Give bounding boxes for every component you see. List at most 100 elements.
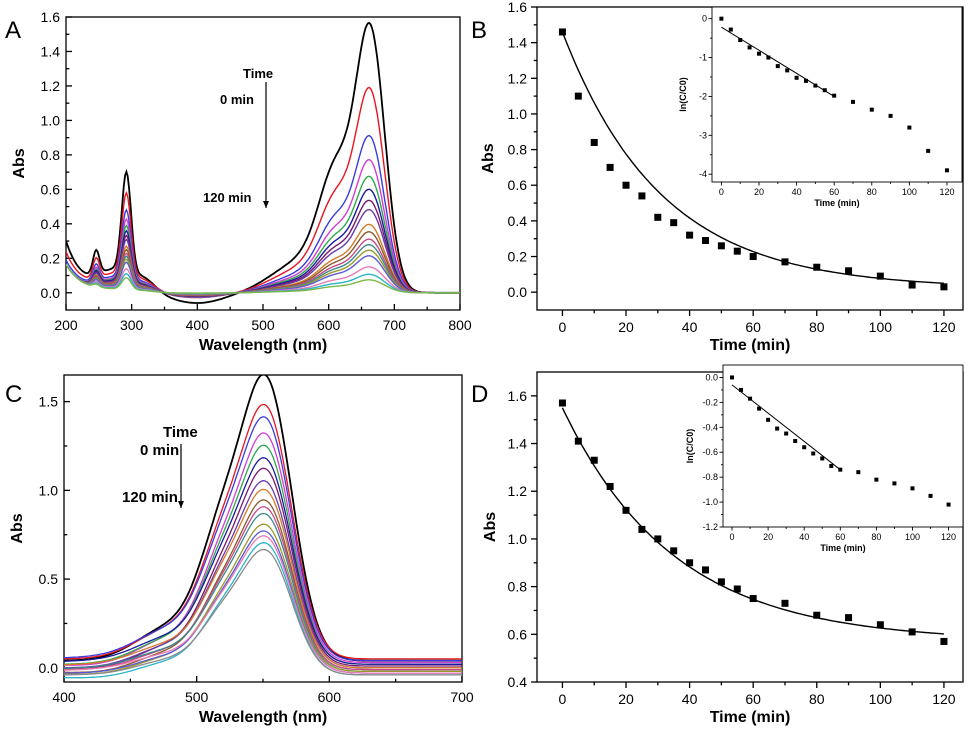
panel-d-point-13 (781, 599, 789, 607)
panel-d-x-tick-label-6: 120 (932, 691, 956, 707)
panel-a-x-tick-label-2: 400 (186, 317, 210, 333)
panel-d-point-6 (654, 535, 662, 543)
panel-b-inset-point-2 (738, 38, 743, 43)
panel-d-inset-x-tick-label-2: 40 (799, 532, 809, 542)
panel-d-inset-x-tick-label-3: 60 (835, 532, 845, 542)
panel-c-annotation-end: 120 min (122, 489, 178, 506)
panel-d-point-11 (733, 585, 741, 593)
panel-d-point-17 (908, 628, 916, 636)
panel-b-point-3 (606, 163, 614, 171)
panel-c-series-8 (64, 488, 462, 669)
panel-b-inset-point-7 (785, 68, 790, 73)
panel-d-inset-y-tick-label-2: -0.4 (702, 422, 718, 432)
panel-b-y-tick-label-5: 1.0 (508, 106, 528, 122)
panel-d-x-tick-label-2: 40 (682, 691, 698, 707)
panel-b-point-18 (940, 283, 948, 291)
panel-d: D 0 20 40 60 80 100 120 0.4 0.6 0.8 1.0 1.2 1.4 1.6 Tim… (471, 364, 964, 726)
panel-b-point-15 (845, 267, 853, 275)
panel-b-inset-point-18 (944, 168, 949, 173)
panel-d-inset-bg (723, 365, 963, 527)
panel-c-series-1 (64, 403, 462, 660)
panel-b-point-7 (670, 219, 678, 227)
panel-d-inset-point-15 (892, 481, 897, 486)
panel-d-y-axis-label: Abs (482, 512, 499, 542)
panel-b-point-8 (686, 231, 694, 239)
panel-b-point-17 (908, 281, 916, 289)
panel-c-series-12 (64, 523, 462, 675)
panel-d-inset-y-tick-label-4: -0.8 (702, 472, 718, 482)
panel-b: B 0 20 40 60 80 100 120 0.0 0.2 0.4 0.6 0.8 1.0 1.2 1.4… (471, 0, 964, 354)
panel-d-point-8 (686, 559, 694, 567)
panel-b-inset-point-15 (888, 113, 893, 118)
panel-b-inset-point-14 (869, 107, 874, 112)
panel-a-x-tick-label-1: 300 (120, 317, 144, 333)
panel-b-inset-x-axis-label: Time (min) (814, 198, 859, 208)
panel-b-inset-point-6 (775, 64, 780, 69)
panel-d-point-10 (717, 578, 725, 586)
panel-b-y-tick-label-3: 0.6 (508, 177, 528, 193)
panel-d-inset-point-17 (928, 493, 933, 498)
panel-d-inset-y-tick-label-1: -0.2 (702, 397, 718, 407)
panel-a-annotation-start: 0 min (220, 92, 254, 107)
panel-c-x-tick-label-0: 400 (52, 689, 76, 705)
panel-d-inset-y-axis-label: ln(C/C0) (685, 429, 695, 464)
panel-b-point-4 (622, 181, 630, 189)
panel-d-point-2 (590, 456, 598, 464)
panel-b-y-tick-label-0: 0.0 (508, 284, 528, 300)
panel-d-point-7 (670, 547, 678, 555)
panel-d-inset-frame (722, 364, 964, 528)
panel-b-inset-point-5 (766, 55, 771, 60)
panel-a-annotation-end: 120 min (203, 190, 251, 205)
panel-c: C 400 500 600 700 0.0 0.5 1.0 1.5 Wavelength (nm)… (5, 374, 474, 726)
panel-d-x-axis-label: Time (min) (710, 709, 791, 726)
panel-d-x-tick-label-5: 100 (869, 691, 893, 707)
panel-b-inset-y-tick-label-2: -2 (699, 91, 707, 101)
panel-d-inset-point-10 (820, 456, 825, 461)
panel-c-annotation-start: 0 min (140, 442, 179, 459)
panel-b-point-2 (590, 138, 598, 146)
panel-d-inset-x-tick-label-6: 120 (941, 532, 956, 542)
panel-a-series-0 (66, 22, 460, 304)
panel-d-x-tick-label-3: 60 (745, 691, 761, 707)
panel-b-inset-y-tick-label-0: 0 (702, 14, 707, 24)
panel-b-point-13 (781, 258, 789, 266)
panel-b-point-14 (813, 263, 821, 271)
panel-a-y-tick-label-1: 0.2 (41, 250, 61, 266)
panel-b-point-10 (717, 242, 725, 250)
panel-b-x-tick-label-3: 60 (745, 319, 761, 335)
panel-b-point-9 (701, 236, 709, 244)
panel-d-inset-point-7 (793, 439, 798, 444)
panel-b-inset-x-tick-label-3: 60 (829, 187, 839, 197)
panel-b-x-tick-label-4: 80 (809, 319, 825, 335)
panel-d-inset: 0 20 40 60 80 100 120 0.0 -0.2 -0.4 -0.6 -0.8 -1.0 -1… (685, 364, 964, 553)
panel-b-x-tick-label-5: 100 (869, 319, 893, 335)
panel-a-x-tick-label-5: 700 (383, 317, 407, 333)
panel-a-y-tick-label-7: 1.4 (41, 43, 61, 59)
panel-b-inset: 0 20 40 60 80 100 120 0 -1 -2 -3 -4 Time (min) ln(C/C… (678, 6, 963, 208)
panel-a-y-axis-label: Abs (11, 148, 28, 178)
panel-d-inset-point-13 (856, 470, 861, 475)
panel-c-series-7 (64, 480, 462, 669)
panel-b-x-tick-label-0: 0 (559, 319, 567, 335)
panel-d-inset-x-tick-label-1: 20 (763, 532, 773, 542)
panel-b-point-12 (749, 253, 757, 261)
panel-c-y-tick-label-3: 1.5 (39, 394, 59, 410)
panel-c-y-tick-label-2: 1.0 (39, 482, 59, 498)
panel-a-y-tick-label-6: 1.2 (41, 78, 61, 94)
panel-d-inset-y-tick-label-6: -1.2 (702, 522, 718, 532)
panel-c-series-16 (64, 548, 462, 676)
panel-b-point-1 (574, 92, 582, 100)
panel-b-x-axis-label: Time (min) (710, 337, 791, 354)
panel-d-inset-point-16 (910, 486, 915, 491)
panel-d-inset-y-tick-label-3: -0.6 (702, 447, 718, 457)
panel-b-y-tick-label-1: 0.2 (508, 249, 528, 265)
panel-b-inset-point-12 (832, 93, 837, 98)
panel-d-y-tick-label-5: 1.4 (508, 436, 528, 452)
panel-b-inset-point-13 (850, 99, 855, 104)
panel-b-inset-frame (711, 6, 963, 183)
panel-b-inset-bg (712, 7, 962, 182)
panel-d-point-18 (940, 637, 948, 645)
panel-d-y-tick-label-1: 0.6 (508, 626, 528, 642)
panel-a-x-tick-label-3: 500 (251, 317, 275, 333)
